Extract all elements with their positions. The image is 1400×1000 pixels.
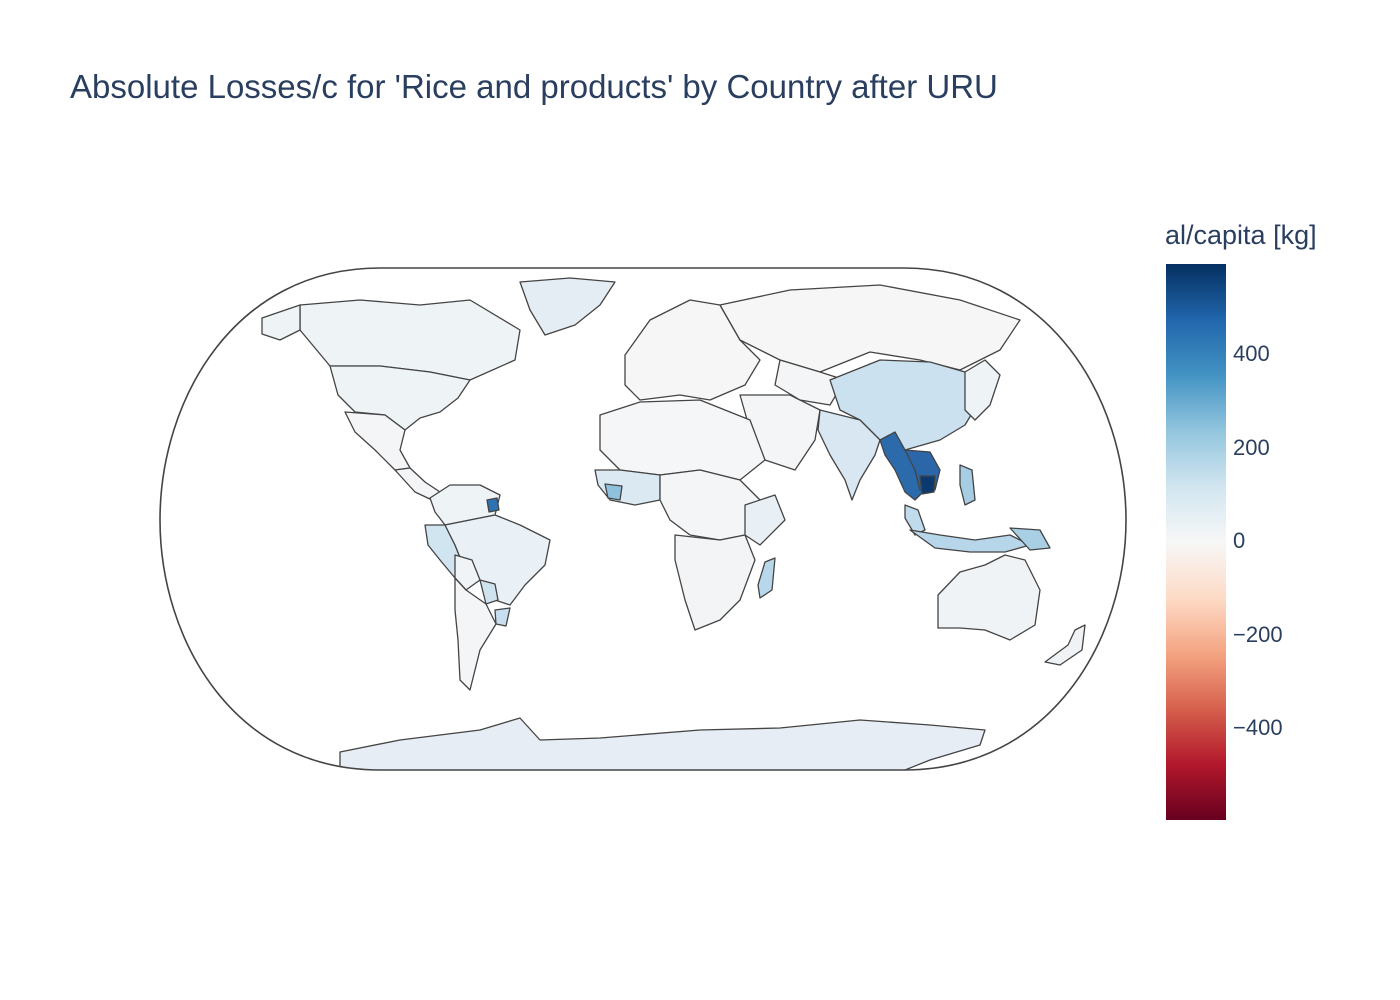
country-sierra-leone-liberia[interactable]	[604, 483, 623, 501]
country-east-africa[interactable]	[744, 494, 786, 546]
chart-title: Absolute Losses/c for 'Rice and products…	[70, 68, 998, 105]
country-russia[interactable]	[719, 284, 1021, 373]
map-frame	[159, 267, 1127, 771]
colorbar-tick-minus-400: −400	[1233, 715, 1283, 740]
country-paraguay[interactable]	[479, 579, 499, 605]
colorbar-tick-400: 400	[1233, 341, 1270, 366]
colorbar-tick-0: 0	[1233, 528, 1246, 553]
country-central-asia[interactable]	[774, 359, 846, 406]
country-philippines[interactable]	[959, 464, 976, 506]
colorbar-tick-minus-200: −200	[1233, 622, 1283, 647]
country-papua[interactable]	[1009, 527, 1051, 551]
country-argentina-chile[interactable]	[454, 577, 497, 691]
country-greenland[interactable]	[519, 277, 616, 336]
country-west-africa[interactable]	[594, 469, 661, 506]
colorbar-gradient	[1166, 264, 1226, 820]
country-southern-africa[interactable]	[674, 534, 756, 631]
country-united-states[interactable]	[329, 365, 471, 431]
country-canada[interactable]	[299, 299, 521, 381]
country-guyana[interactable]	[486, 497, 500, 513]
country-myanmar-thailand[interactable]	[879, 431, 926, 501]
country-indonesia[interactable]	[909, 529, 1031, 553]
country-madagascar[interactable]	[757, 557, 776, 599]
country-alaska[interactable]	[261, 304, 301, 341]
country-uruguay[interactable]	[494, 607, 511, 627]
colorbar-tick-200: 200	[1233, 435, 1270, 460]
country-bolivia[interactable]	[454, 554, 481, 591]
country-japan-korea[interactable]	[964, 359, 1001, 421]
country-north-africa[interactable]	[599, 399, 766, 481]
country-antarctica[interactable]	[339, 717, 986, 780]
country-new-zealand[interactable]	[1044, 624, 1086, 666]
country-europe[interactable]	[624, 299, 761, 401]
country-india[interactable]	[817, 409, 881, 501]
colorbar-title: al/capita [kg]	[1165, 220, 1317, 250]
country-vietnam-south[interactable]	[919, 475, 936, 495]
country-australia[interactable]	[937, 554, 1041, 641]
